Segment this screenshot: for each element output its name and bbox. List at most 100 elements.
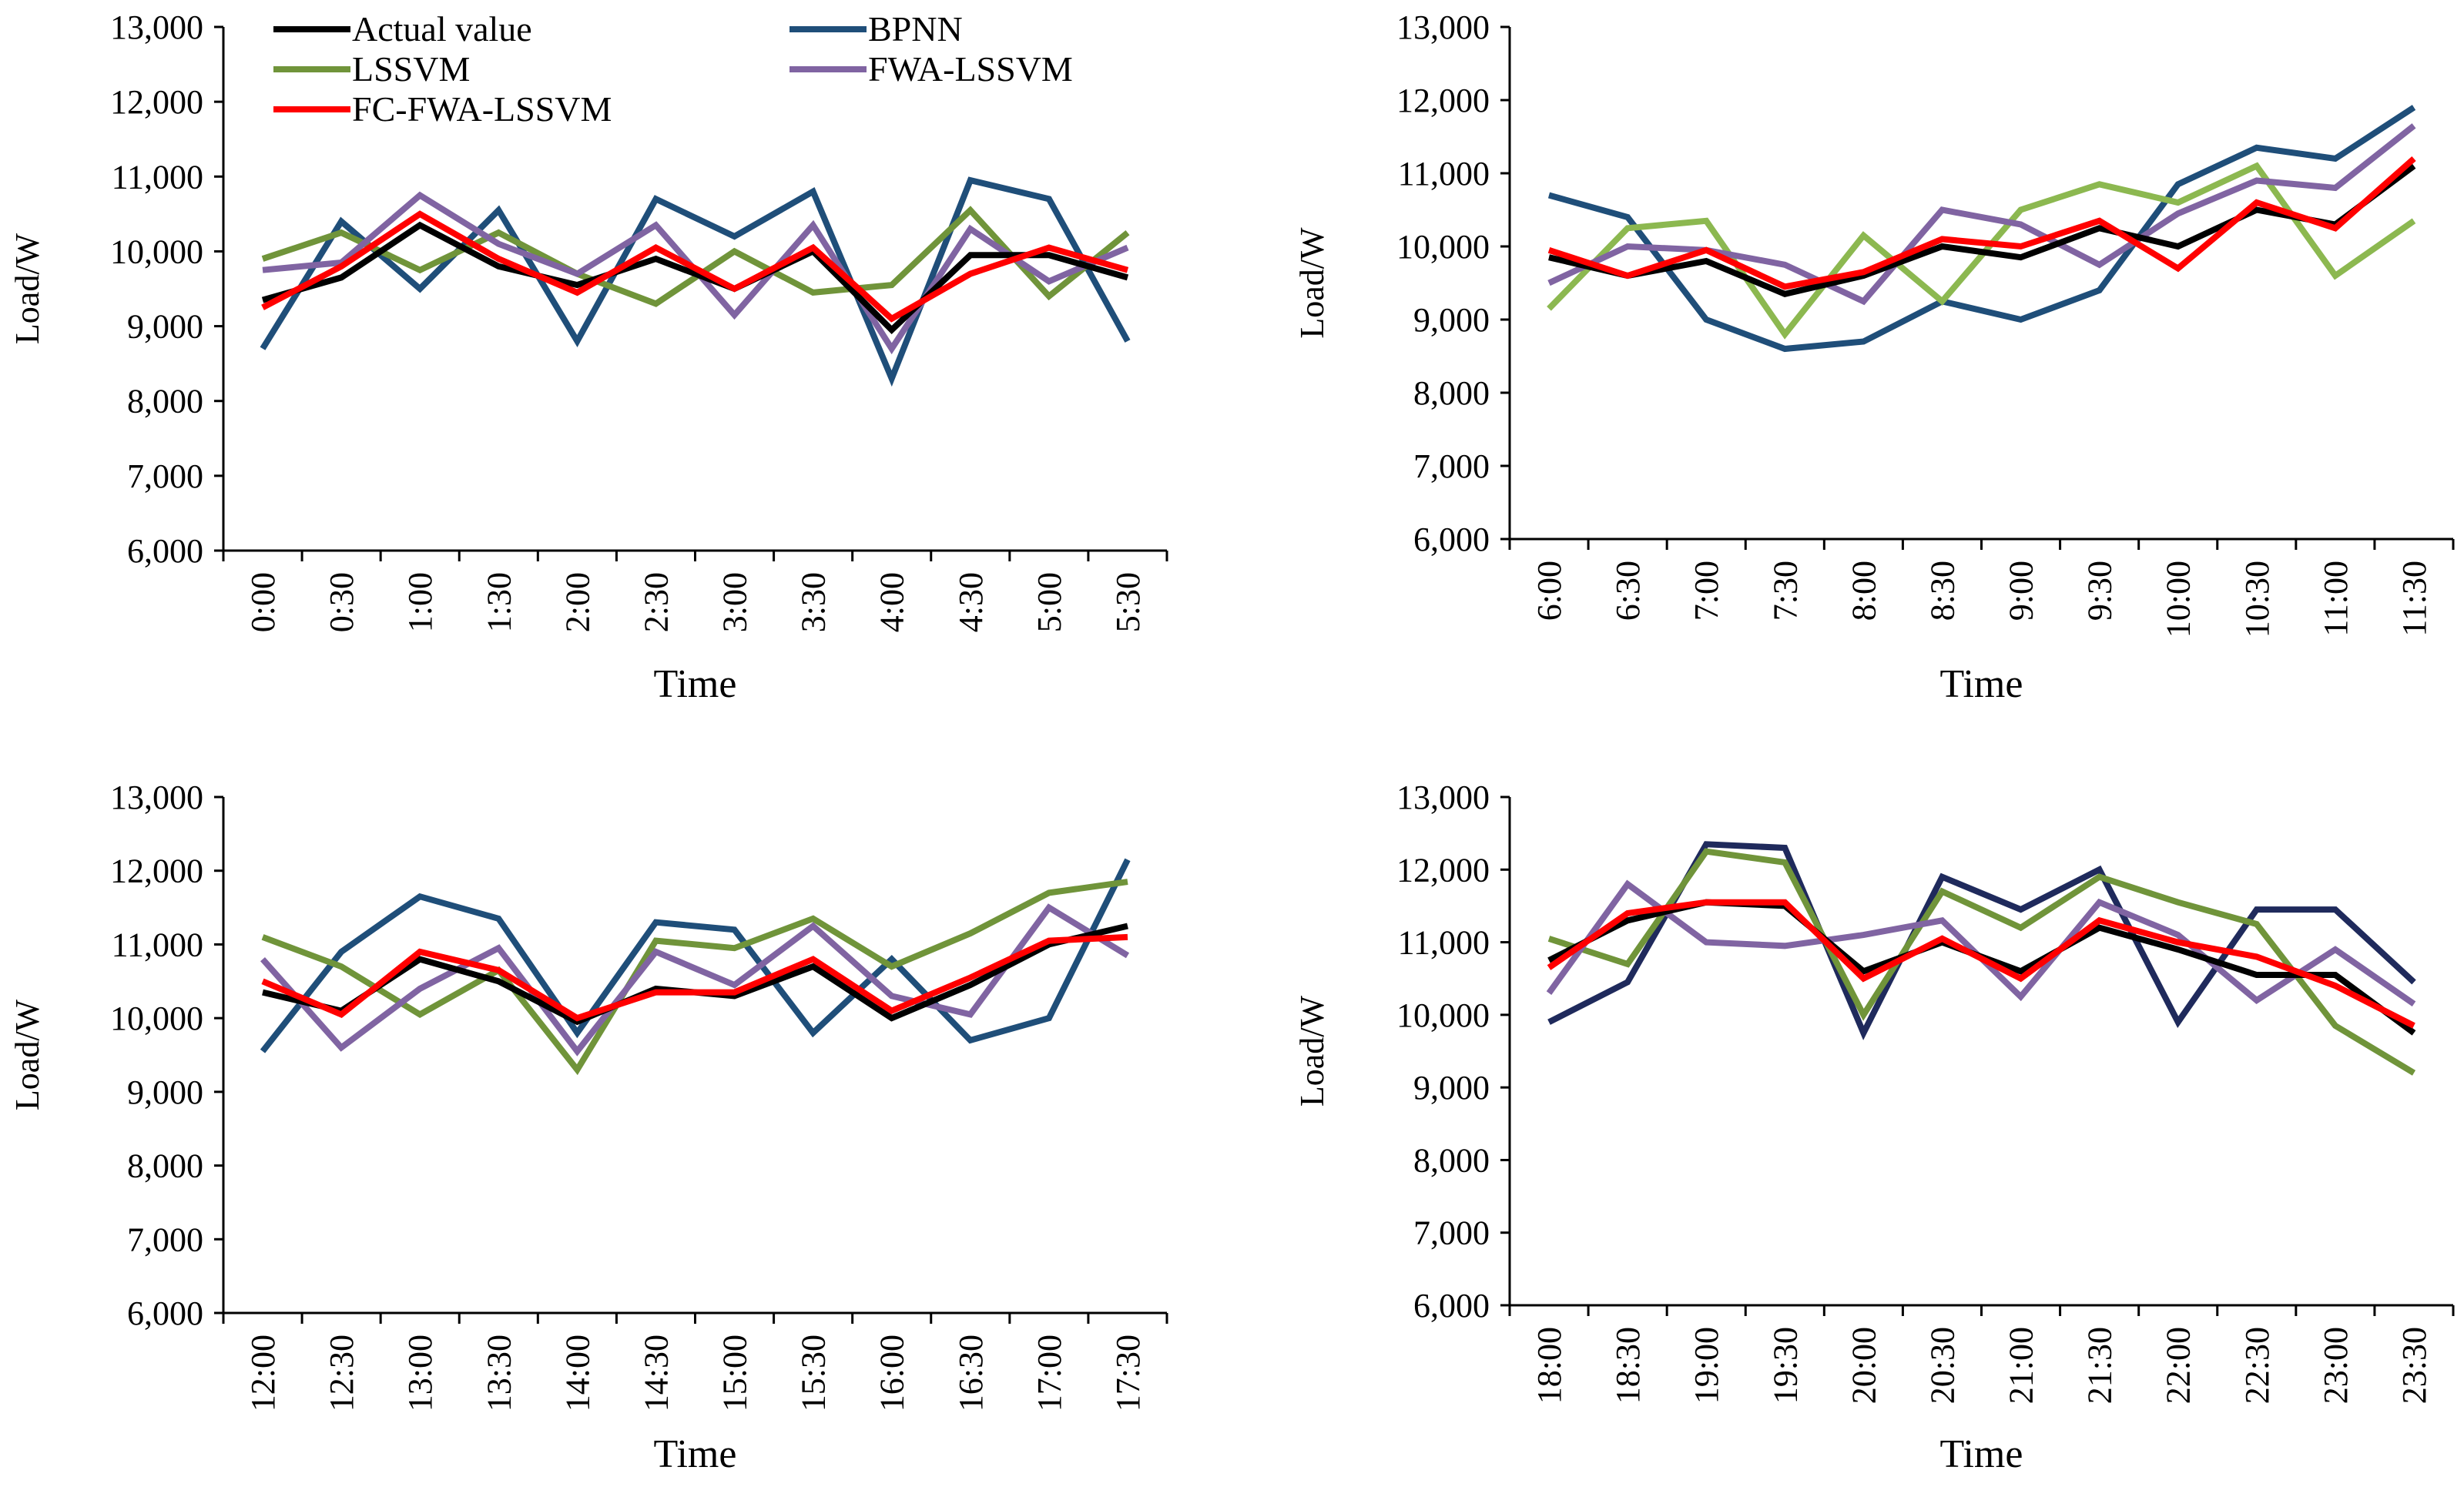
x-tick-label: 23:00 bbox=[2317, 1327, 2355, 1404]
x-tick-label: 11:00 bbox=[2317, 561, 2355, 637]
y-tick-label: 12,000 bbox=[1396, 82, 1490, 119]
y-tick-label: 13,000 bbox=[1396, 8, 1490, 46]
x-tick-label: 0:30 bbox=[323, 572, 360, 632]
series-line-fc-fwa-lssvm bbox=[261, 933, 1128, 1022]
x-tick-label: 14:00 bbox=[558, 1335, 596, 1412]
series-line-fc-fwa-lssvm bbox=[261, 210, 1129, 323]
x-tick-label: 1:30 bbox=[480, 572, 518, 632]
x-tick-label: 2:30 bbox=[637, 572, 675, 632]
x-tick-label: 22:00 bbox=[2160, 1327, 2197, 1404]
x-tick-label: 12:00 bbox=[244, 1335, 282, 1412]
x-tick-label: 9:00 bbox=[2003, 561, 2040, 621]
series-line-fc-fwa-lssvm bbox=[1547, 156, 2416, 290]
series-line-actual-value bbox=[1548, 163, 2416, 297]
x-tick-label: 12:30 bbox=[323, 1335, 360, 1412]
x-axis-title: Time bbox=[1940, 1432, 2023, 1476]
x-tick-label: 4:00 bbox=[873, 572, 911, 632]
x-tick-label: 9:30 bbox=[2081, 561, 2119, 621]
series-line-fwa-lssvm bbox=[1546, 879, 2416, 1006]
x-tick-label: 5:00 bbox=[1031, 572, 1068, 632]
x-axis-title: Time bbox=[1940, 662, 2023, 706]
x-tick-label: 14:30 bbox=[637, 1335, 675, 1412]
x-axis-title: Time bbox=[654, 1432, 737, 1476]
y-tick-label: 13,000 bbox=[110, 8, 203, 46]
x-tick-label: 7:30 bbox=[1766, 561, 1804, 621]
legend-label-actual-value: Actual value bbox=[352, 9, 532, 49]
chart-top-left: 6,000 7,000 8,000 9,000 10,000 11,000 12,000 13… bbox=[8, 8, 1168, 706]
series-line-fc-fwa-lssvm bbox=[1547, 899, 2415, 1029]
y-tick-label: 9,000 bbox=[1413, 301, 1490, 339]
y-axis-title: Load/W bbox=[8, 999, 46, 1110]
x-tick-label: 11:30 bbox=[2395, 561, 2433, 637]
x-tick-label: 4:30 bbox=[952, 572, 990, 632]
y-axis-title: Load/W bbox=[1293, 995, 1331, 1107]
x-tick-label: 13:30 bbox=[480, 1335, 518, 1412]
x-tick-label: 15:30 bbox=[795, 1335, 833, 1412]
x-tick-label: 2:00 bbox=[558, 572, 596, 632]
y-tick-label: 8,000 bbox=[127, 383, 203, 420]
legend-label-fwa-lssvm: FWA-LSSVM bbox=[868, 49, 1073, 89]
x-tick-label: 8:00 bbox=[1845, 561, 1882, 621]
x-tick-label: 1:00 bbox=[401, 572, 439, 632]
series-line-fwa-lssvm bbox=[260, 903, 1130, 1057]
x-tick-label: 19:30 bbox=[1766, 1327, 1804, 1404]
y-tick-label: 12,000 bbox=[110, 852, 203, 890]
x-tick-label: 19:00 bbox=[1688, 1327, 1725, 1404]
x-tick-label: 23:30 bbox=[2395, 1327, 2433, 1404]
x-tick-label: 20:30 bbox=[1923, 1327, 1961, 1404]
x-axis-title: Time bbox=[654, 662, 737, 706]
series-line-lssvm bbox=[1547, 848, 2416, 1076]
y-tick-label: 13,000 bbox=[1396, 779, 1490, 816]
series-line-actual-value bbox=[261, 221, 1129, 334]
y-tick-label: 10,000 bbox=[1396, 228, 1490, 266]
series-line-bpnn bbox=[260, 176, 1131, 387]
y-tick-label: 8,000 bbox=[1413, 1141, 1490, 1179]
series-line-bpnn bbox=[1547, 105, 2416, 353]
y-tick-label: 6,000 bbox=[127, 1294, 203, 1332]
y-tick-label: 6,000 bbox=[127, 532, 203, 570]
series-line-lssvm bbox=[261, 206, 1130, 307]
x-tick-label: 3:30 bbox=[795, 572, 833, 632]
series-line-bpnn bbox=[1547, 841, 2416, 1040]
y-tick-label: 11,000 bbox=[112, 926, 203, 963]
chart-bottom-left: 6,000 7,000 8,000 9,000 10,000 11,000 12,000 13… bbox=[8, 779, 1168, 1476]
x-tick-label: 3:00 bbox=[716, 572, 754, 632]
y-tick-label: 11,000 bbox=[1398, 155, 1490, 193]
y-tick-label: 11,000 bbox=[1398, 924, 1490, 962]
series-line-bpnn bbox=[260, 858, 1131, 1053]
x-tick-label: 7:00 bbox=[1688, 561, 1725, 621]
y-tick-label: 10,000 bbox=[1396, 996, 1490, 1034]
x-tick-label: 6:00 bbox=[1530, 561, 1568, 621]
x-tick-label: 18:00 bbox=[1530, 1327, 1568, 1404]
x-tick-label: 21:30 bbox=[2081, 1327, 2119, 1404]
legend-label-fc-fwa-lssvm: FC-FWA-LSSVM bbox=[352, 89, 612, 129]
y-axis-title: Load/W bbox=[8, 233, 46, 344]
x-tick-label: 10:00 bbox=[2160, 561, 2197, 638]
y-tick-label: 12,000 bbox=[1396, 851, 1490, 889]
x-tick-label: 20:00 bbox=[1845, 1327, 1882, 1404]
legend: Actual value BPNN LSSVM FWA-LSSVM FC-FWA-LSS… bbox=[273, 9, 1073, 129]
x-tick-label: 0:00 bbox=[244, 572, 282, 632]
chart-bottom-right: 6,000 7,000 8,000 9,000 10,000 11,000 12,000 13… bbox=[1293, 779, 2455, 1476]
x-tick-label: 22:30 bbox=[2238, 1327, 2276, 1404]
x-tick-label: 16:00 bbox=[873, 1335, 911, 1412]
y-tick-label: 9,000 bbox=[127, 308, 203, 346]
y-tick-label: 9,000 bbox=[127, 1073, 203, 1111]
x-tick-label: 10:30 bbox=[2238, 561, 2276, 638]
legend-label-bpnn: BPNN bbox=[868, 9, 963, 49]
y-tick-label: 6,000 bbox=[1413, 521, 1490, 558]
x-tick-label: 6:30 bbox=[1609, 561, 1647, 621]
y-tick-label: 10,000 bbox=[110, 1000, 203, 1037]
x-tick-label: 16:30 bbox=[952, 1335, 990, 1412]
x-tick-label: 17:30 bbox=[1109, 1335, 1147, 1412]
y-tick-label: 6,000 bbox=[1413, 1287, 1490, 1325]
y-tick-label: 7,000 bbox=[1413, 1214, 1490, 1252]
y-tick-label: 7,000 bbox=[127, 1221, 203, 1258]
x-tick-label: 18:30 bbox=[1609, 1327, 1647, 1404]
x-tick-label: 17:00 bbox=[1031, 1335, 1068, 1412]
y-tick-label: 11,000 bbox=[112, 158, 203, 196]
series-line-lssvm bbox=[261, 879, 1128, 1076]
y-tick-label: 9,000 bbox=[1413, 1069, 1490, 1107]
x-tick-label: 5:30 bbox=[1109, 572, 1147, 632]
